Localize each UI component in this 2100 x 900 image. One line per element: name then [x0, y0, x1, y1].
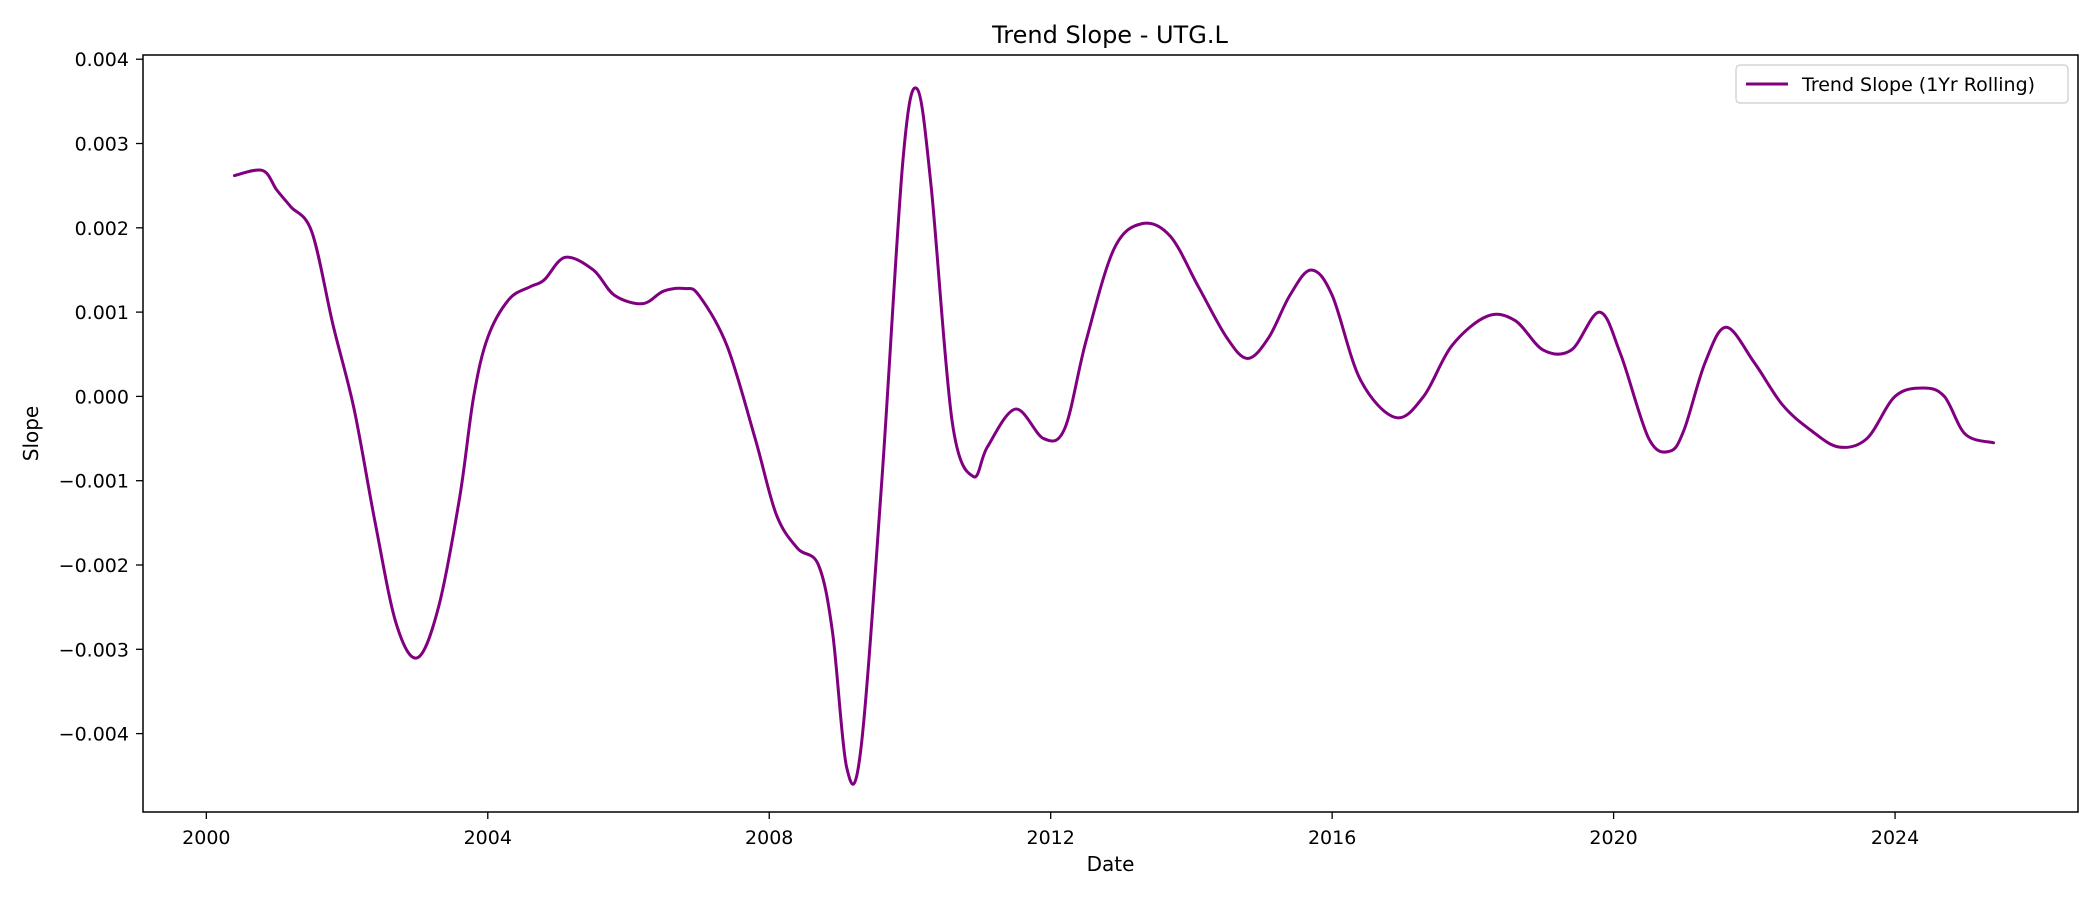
legend-label: Trend Slope (1Yr Rolling): [1801, 74, 2035, 96]
plot-area: [142, 54, 2079, 813]
y-tick-label: 0.002: [75, 218, 129, 240]
y-axis: 0.004 0.003 0.002 0.001 0.000 −0.001 −0.002 −0.…: [59, 49, 143, 746]
y-tick-label: 0.003: [75, 134, 129, 156]
series-layer: [232, 86, 1996, 786]
x-tick-label: 2008: [745, 827, 793, 849]
x-tick-label: 2024: [1871, 827, 1919, 849]
y-tick-label: 0.001: [75, 302, 129, 324]
legend: Trend Slope (1Yr Rolling): [1735, 64, 2069, 104]
y-tick-label: 0.004: [75, 49, 129, 71]
y-tick-label: −0.004: [59, 724, 129, 746]
y-tick-label: 0.000: [75, 386, 129, 408]
series-line: [232, 86, 1996, 786]
legend-box: [1735, 64, 2069, 104]
x-axis-label: Date: [1087, 852, 1135, 876]
x-tick-label: 2012: [1027, 827, 1075, 849]
x-axis: 2000 2004 2008 2012 2016 2020 2024: [182, 812, 1919, 849]
y-tick-label: −0.002: [59, 555, 129, 577]
y-axis-label: Slope: [19, 406, 43, 462]
y-tick-label: −0.003: [59, 639, 129, 661]
x-tick-label: 2004: [464, 827, 512, 849]
y-tick-label: −0.001: [59, 471, 129, 493]
chart-title: Trend Slope - UTG.L: [991, 21, 1228, 49]
x-tick-label: 2016: [1308, 827, 1356, 849]
x-tick-label: 2020: [1589, 827, 1637, 849]
x-tick-label: 2000: [182, 827, 230, 849]
